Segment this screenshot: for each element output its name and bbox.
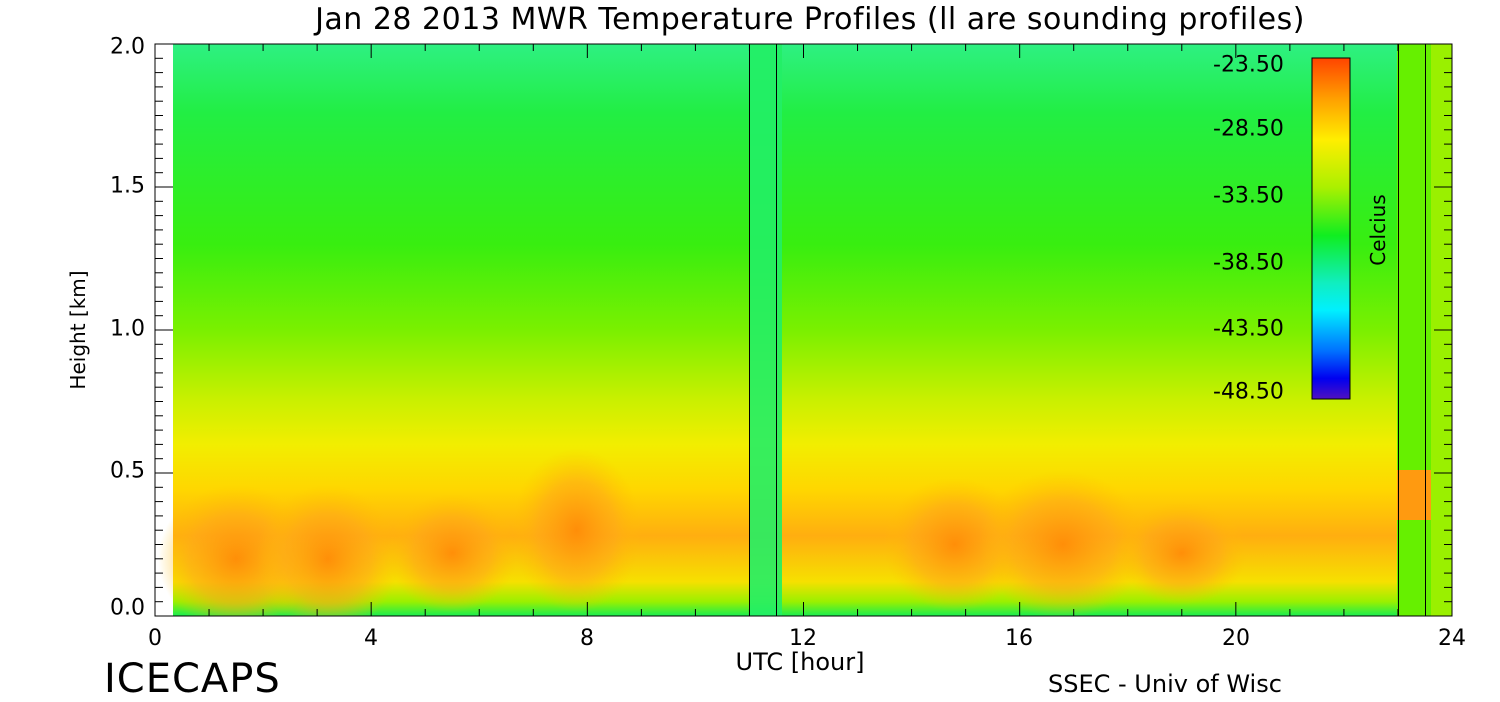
chart-title: Jan 28 2013 MWR Temperature Profiles (ll…: [315, 2, 1305, 37]
warm-layer-blob: [256, 484, 400, 616]
x-tick-label: 0: [148, 626, 162, 651]
y-tick-label: 1.0: [110, 316, 145, 342]
warm-layer-blob: [511, 448, 642, 612]
colorbar-tick-label: -48.50: [1213, 379, 1284, 405]
footer-credit: SSEC - Univ of Wisc: [1048, 670, 1282, 698]
colorbar: [1311, 57, 1351, 400]
warm-layer-blob: [1116, 501, 1247, 606]
colorbar-tick-label: -38.50: [1213, 250, 1284, 276]
sounding-strip-1: [749, 44, 782, 616]
x-tick-label: 12: [789, 626, 817, 651]
x-tick-label: 8: [580, 626, 594, 651]
axis-ticks: [154, 43, 1453, 617]
y-tick-label: 0.0: [110, 595, 145, 621]
warm-layer-blobs: [158, 448, 1247, 616]
colorbar-tick-label: -23.50: [1213, 52, 1284, 78]
x-tick-label: 24: [1438, 626, 1466, 651]
footer-logo-text: ICECAPS: [104, 656, 281, 702]
x-tick-label: 20: [1222, 626, 1250, 651]
y-axis-label: Height [km]: [66, 270, 90, 390]
colorbar-tick-label: -33.50: [1213, 183, 1284, 209]
warm-layer-blob: [978, 470, 1148, 616]
heatmap-field: [158, 44, 1452, 616]
warm-layer-blob: [387, 493, 518, 613]
x-tick-label: 4: [364, 626, 378, 651]
colorbar-tick-label: -28.50: [1213, 116, 1284, 142]
y-tick-label: 1.5: [110, 173, 145, 199]
x-tick-label: 16: [1005, 626, 1033, 651]
y-tick-label: 2.0: [110, 34, 145, 60]
colorbar-tick-label: -43.50: [1213, 316, 1284, 342]
x-axis-label: UTC [hour]: [735, 648, 865, 676]
sounding-markers: [749, 44, 1426, 616]
colorbar-label: Celcius: [1366, 194, 1390, 266]
y-tick-label: 0.5: [110, 458, 145, 484]
